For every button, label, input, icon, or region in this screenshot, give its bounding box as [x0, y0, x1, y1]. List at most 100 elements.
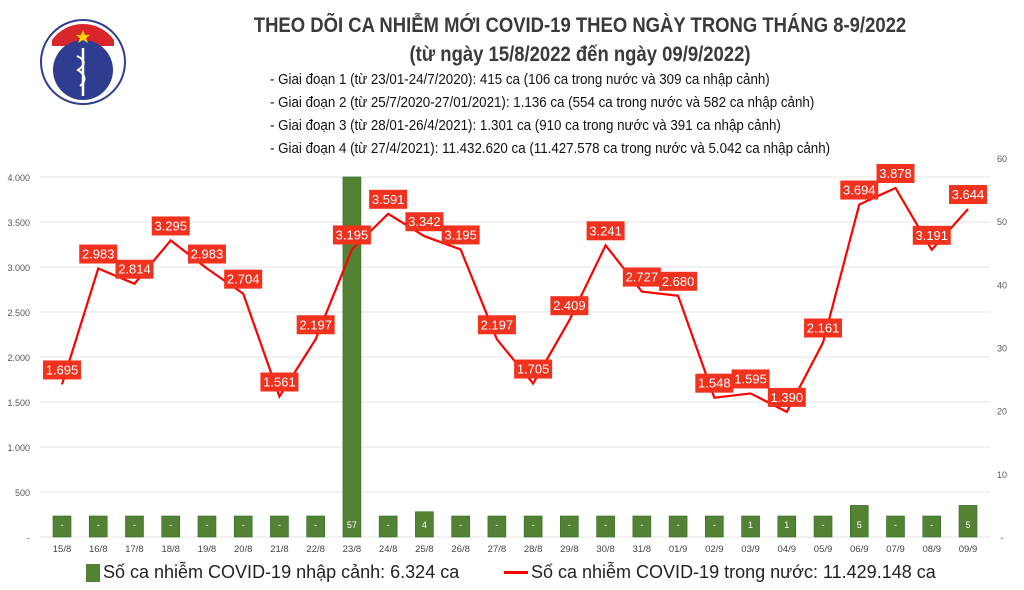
bar-data-label: - — [205, 520, 208, 530]
chart-subtitle: (từ ngày 15/8/2022 đến ngày 09/9/2022) — [409, 43, 751, 66]
bar-data-label: 4 — [422, 520, 427, 530]
line-label-box — [79, 244, 118, 264]
x-axis-tick-label: 31/8 — [633, 544, 652, 555]
legend-label-imported: Số ca nhiễm COVID-19 nhập cảnh: 6.324 ca — [103, 562, 460, 582]
bar — [306, 515, 325, 538]
line-data-label: 2.983 — [191, 247, 224, 262]
left-axis-tick-label: 2.500 — [7, 308, 30, 318]
x-axis-tick-label: 15/8 — [53, 544, 72, 555]
x-axis-tick-label: 19/8 — [198, 544, 217, 555]
line-label-box — [332, 225, 371, 245]
bar — [197, 515, 217, 538]
line-data-label: 3.342 — [408, 214, 441, 229]
line-data-label: 2.680 — [662, 274, 695, 289]
line-data-label: 2.197 — [481, 317, 514, 332]
bar-data-label: 1 — [784, 520, 789, 530]
bar — [813, 515, 833, 538]
line-label-box — [151, 216, 190, 236]
bar-data-label: - — [459, 520, 462, 530]
line-label-box — [369, 189, 408, 209]
line-label-box — [550, 296, 589, 316]
line-data-label: 3.644 — [952, 187, 985, 202]
legend-item-domestic: Số ca nhiễm COVID-19 trong nước: 11.429.… — [504, 562, 936, 583]
x-axis-tick-label: 16/8 — [89, 544, 108, 555]
x-axis-tick-label: 02/9 — [705, 544, 724, 555]
bar-data-label: - — [278, 520, 281, 530]
x-axis-tick-label: 09/9 — [959, 544, 978, 555]
bar-data-label: - — [822, 520, 825, 530]
right-axis-tick-label: 60 — [997, 154, 1007, 164]
left-axis-tick-label: 4.000 — [7, 173, 30, 183]
line-data-label: 3.694 — [843, 183, 876, 198]
bar-data-label: - — [61, 520, 64, 530]
bar — [233, 515, 253, 538]
line-label-box — [949, 185, 987, 205]
x-axis-tick-label: 22/8 — [306, 544, 325, 555]
stage-3-text: - Giai đoạn 3 (từ 28/01-26/4/2021): 1.30… — [270, 118, 781, 134]
line-data-label: 3.191 — [915, 228, 948, 243]
x-axis-tick-label: 29/8 — [560, 544, 579, 555]
x-axis-tick-label: 06/9 — [850, 544, 869, 555]
bar-data-label: - — [133, 520, 136, 530]
left-axis-tick-label: 2.000 — [7, 353, 30, 363]
line-data-label: 3.241 — [589, 223, 622, 238]
line-label-box — [441, 225, 480, 245]
bar-data-label: 5 — [965, 520, 970, 530]
x-axis-tick-label: 08/9 — [923, 544, 942, 555]
line-data-label: 3.295 — [154, 218, 187, 233]
right-axis-tick-label: 50 — [997, 217, 1007, 227]
right-axis-tick-label: 10 — [997, 470, 1007, 480]
left-axis-tick-label: 3.000 — [7, 263, 30, 273]
bar — [415, 511, 434, 538]
left-axis-tick-label: - — [27, 533, 30, 543]
bar — [451, 515, 470, 538]
x-axis-tick-label: 04/9 — [778, 544, 797, 555]
bar — [958, 505, 978, 538]
bar — [342, 176, 362, 538]
line-data-label: 3.591 — [372, 192, 405, 207]
bar-data-label: - — [930, 520, 933, 530]
bar-data-label: - — [713, 520, 716, 530]
legend-label-domestic: Số ca nhiễm COVID-19 trong nước: 11.429.… — [531, 562, 936, 582]
line-data-label: 2.161 — [807, 321, 840, 336]
bar-data-label: - — [604, 520, 607, 530]
line-label-box — [224, 269, 263, 289]
bar — [705, 515, 724, 538]
bar-data-label: - — [677, 520, 680, 530]
bar — [125, 515, 144, 538]
line-data-label: 2.983 — [82, 247, 115, 262]
line-data-label: 1.561 — [263, 375, 296, 390]
line-data-label: 1.390 — [771, 390, 804, 405]
line-data-label: 2.814 — [118, 262, 151, 277]
x-axis-tick-label: 07/9 — [886, 544, 905, 555]
x-axis-tick-label: 18/8 — [161, 544, 180, 555]
line-label-box — [43, 360, 81, 380]
bar-data-label: - — [314, 520, 317, 530]
legend-swatch-green — [86, 563, 100, 582]
line-data-label: 1.705 — [517, 362, 550, 377]
stage-2-text: - Giai đoạn 2 (từ 25/7/2020-27/01/2021):… — [270, 95, 815, 111]
bar-data-label: - — [640, 520, 643, 530]
line-data-label: 1.548 — [698, 376, 731, 391]
bar-data-label: 1 — [748, 520, 753, 530]
x-axis-tick-label: 05/9 — [814, 544, 833, 555]
x-axis-tick-label: 25/8 — [415, 544, 434, 555]
x-axis-tick-label: 17/8 — [125, 544, 144, 555]
line-label-box — [586, 221, 625, 241]
line-label-box — [912, 225, 951, 245]
line-data-label: 2.197 — [299, 317, 332, 332]
line-data-label: 3.195 — [444, 227, 477, 242]
ministry-logo — [40, 19, 126, 105]
line-label-box — [731, 369, 770, 389]
bar-data-label: - — [894, 520, 897, 530]
line-label-box — [659, 271, 698, 291]
x-axis-tick-label: 03/9 — [741, 544, 760, 555]
bar-data-label: - — [495, 520, 498, 530]
line-data-label: 2.409 — [553, 298, 586, 313]
bar — [487, 515, 507, 538]
line-label-box — [260, 372, 299, 392]
right-axis-tick-label: - — [1001, 533, 1004, 543]
bar-data-label: - — [169, 520, 172, 530]
bar-data-label: - — [242, 520, 245, 530]
